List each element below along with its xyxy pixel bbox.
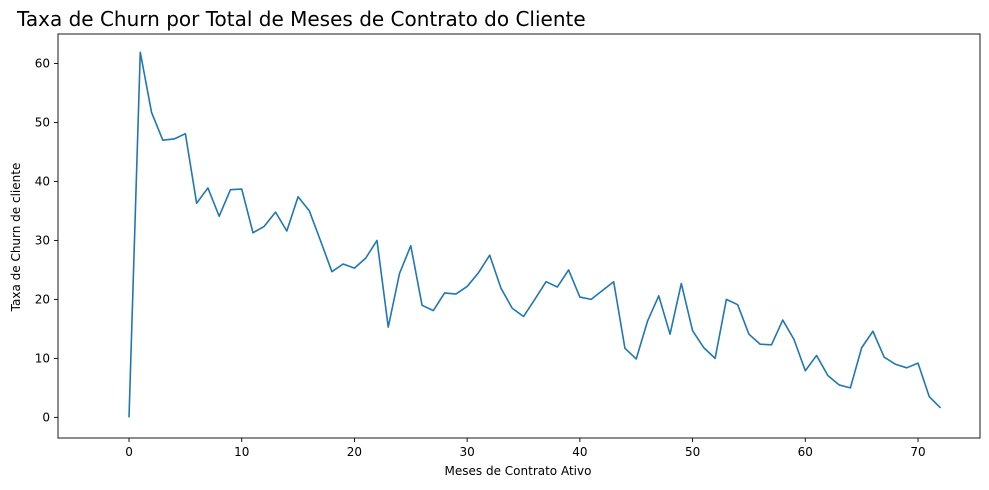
y-tick-label: 10 — [35, 351, 50, 365]
chart-title: Taxa de Churn por Total de Meses de Cont… — [16, 7, 586, 31]
x-tick-label: 10 — [234, 445, 249, 459]
y-tick-label: 40 — [35, 174, 50, 188]
x-tick-label: 50 — [685, 445, 700, 459]
plot-area — [57, 33, 981, 439]
x-axis-label: Meses de Contrato Ativo — [445, 464, 592, 478]
series-line-0 — [128, 51, 942, 418]
plot-frame — [57, 33, 981, 439]
x-tick-label: 60 — [798, 445, 813, 459]
x-tick-label: 30 — [460, 445, 475, 459]
x-tick-label: 20 — [347, 445, 362, 459]
y-tick-label: 60 — [35, 56, 50, 70]
x-tick-label: 40 — [572, 445, 587, 459]
y-tick-label: 30 — [35, 233, 50, 247]
y-axis-label: Taxa de Churn de cliente — [9, 163, 23, 313]
y-tick-label: 20 — [35, 292, 50, 306]
y-tick-label: 0 — [42, 410, 50, 424]
x-axis: 0 10 20 30 40 50 60 70 — [125, 438, 926, 459]
x-tick-label: 70 — [910, 445, 925, 459]
y-tick-label: 50 — [35, 115, 50, 129]
x-tick-label: 0 — [125, 445, 133, 459]
y-axis: 0 10 20 30 40 50 60 — [35, 56, 58, 424]
